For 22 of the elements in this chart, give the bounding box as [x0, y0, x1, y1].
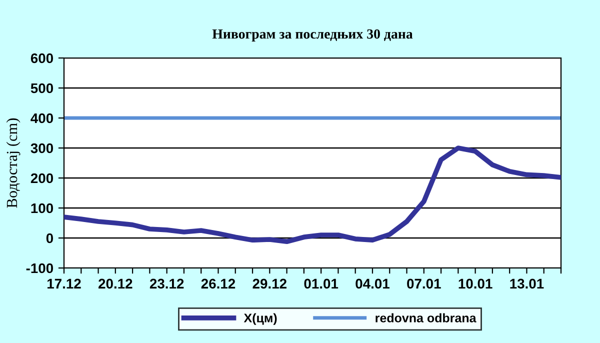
x-tick-label: 13.01 — [510, 278, 544, 289]
x-tick-label: 29.12 — [252, 278, 286, 289]
y-tick-label: 200 — [30, 173, 54, 184]
y-tick-label: 400 — [30, 113, 54, 124]
legend-label: X(цм) — [244, 313, 277, 325]
y-tick-label: 100 — [31, 203, 54, 214]
x-tick-label: 10.01 — [458, 278, 492, 289]
y-tick-label: 0 — [46, 233, 54, 244]
y-tick-label: 500 — [30, 83, 54, 94]
legend-label: redovna odbrana — [376, 313, 476, 322]
x-tick-label: 07.01 — [407, 278, 441, 289]
x-tick-label: 01.01 — [304, 278, 338, 289]
y-tick-label: 600 — [30, 53, 54, 64]
x-tick-label: 20.12 — [98, 278, 132, 289]
x-tick-label: 17.12 — [48, 278, 81, 288]
x-tick-label: 26.12 — [201, 278, 236, 289]
y-axis-title: Водостај (cm) — [6, 118, 20, 208]
y-tick-label: -100 — [26, 263, 54, 274]
x-tick-label: 23.12 — [150, 278, 184, 289]
chart-title: Нивограм за последњих 30 дана — [212, 29, 413, 42]
y-tick-label: 300 — [30, 143, 54, 154]
x-tick-label: 04.01 — [356, 278, 390, 289]
